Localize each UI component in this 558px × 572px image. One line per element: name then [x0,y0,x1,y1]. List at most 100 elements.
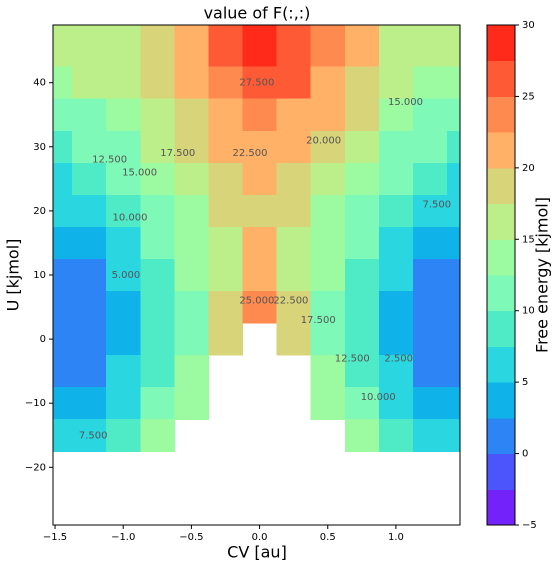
contour-cell [53,419,73,452]
contour-cell [412,291,448,324]
contour-cell [208,25,244,68]
contour-cell [310,355,346,388]
contour-cell [276,130,312,164]
contour-cell [310,162,346,196]
contour-cell [72,323,107,356]
y-tick-label: −10 [25,398,46,409]
contour-cell [310,323,346,356]
contour-cell [72,25,107,68]
contour-cell [310,25,346,68]
contour-cell [310,98,346,132]
contour-cell [378,194,414,228]
y-tick-label: 0 [40,334,46,345]
contour-cell [412,162,448,196]
contour-cell [53,162,73,196]
contour-cell [72,226,107,260]
colorbar-band [487,453,515,490]
contour-label: 25.000 [239,296,274,307]
contour-label: 27.500 [239,78,274,89]
contour-cell [53,323,73,356]
colorbar-tick-label: 5 [522,377,528,388]
contour-cell [174,291,210,324]
contour-cell [447,66,461,100]
contour-cell [72,130,107,164]
colorbar-band [487,132,515,169]
contour-label: 5.000 [112,270,141,281]
contour-cell [106,162,141,196]
contour-label: 2.500 [384,353,413,364]
contour-cell [140,291,175,324]
contour-cell [174,258,210,292]
colorbar-band [487,310,515,347]
contour-cell [344,130,380,164]
contour-cell [378,291,414,324]
contour-label: 12.500 [335,353,370,364]
x-tick-label: 1.0 [388,532,404,543]
contour-label: 15.000 [122,167,157,178]
contour-cell [378,66,414,100]
y-tick-label: 30 [33,142,46,153]
contour-cell [72,258,107,292]
contour-cell [276,291,312,324]
contour-cell [310,258,346,292]
contour-cell [208,226,244,260]
contour-cell [174,130,210,164]
contour-cell [140,355,175,388]
contour-cell [447,419,461,452]
contour-cell [106,130,141,164]
contour-cell [174,355,210,388]
colorbar-tick-label: 30 [522,20,535,31]
contour-cell [72,98,107,132]
colorbar-tick-label: 15 [522,234,535,245]
colorbar-band [487,382,515,419]
contour-cell [276,25,312,68]
y-tick-label: 20 [33,206,46,217]
contour-cell [140,130,175,164]
contour-cell [344,323,380,356]
contour-cell [72,66,107,100]
contour-cell [106,323,141,356]
contour-cell [412,194,448,228]
contour-cell [106,258,141,292]
contour-cell [310,387,346,420]
contour-cell [140,98,175,132]
y-tick-label: 40 [33,78,46,89]
colorbar-band [487,60,515,97]
colorbar-tick-label: −5 [522,520,537,531]
contour-cell [310,130,346,164]
colorbar-band [487,25,515,62]
contour-cell [174,66,210,100]
contour-cell [242,162,278,196]
contour-cell [412,130,448,164]
contour-cell [208,291,244,324]
contour-cell [378,258,414,292]
colorbar-band [487,489,515,526]
contour-cell [378,25,414,68]
colorbar-tick-label: 10 [522,306,535,317]
colorbar-band [487,203,515,240]
contour-cell [447,291,461,324]
contour-cell [53,25,73,68]
contour-cell [174,25,210,68]
contour-cell [53,258,73,292]
contour-cell [174,194,210,228]
contour-cell [447,98,461,132]
contour-cell [174,98,210,132]
contour-cell [208,258,244,292]
colorbar-tick-label: 20 [522,163,535,174]
contour-cell [72,162,107,196]
contour-label: 22.500 [273,296,308,307]
contour-cell [72,194,107,228]
contour-cell [344,387,380,420]
contour-label: 17.500 [301,315,336,326]
contour-cell [378,355,414,388]
contour-cell [447,323,461,356]
x-tick-label: 0.0 [252,532,268,543]
contour-cell [53,66,73,100]
contour-cell [208,130,244,164]
contour-cell [447,355,461,388]
contour-cell [447,130,461,164]
contour-cell [412,66,448,100]
contour-label: 17.500 [160,148,195,159]
contour-cell [106,419,141,452]
